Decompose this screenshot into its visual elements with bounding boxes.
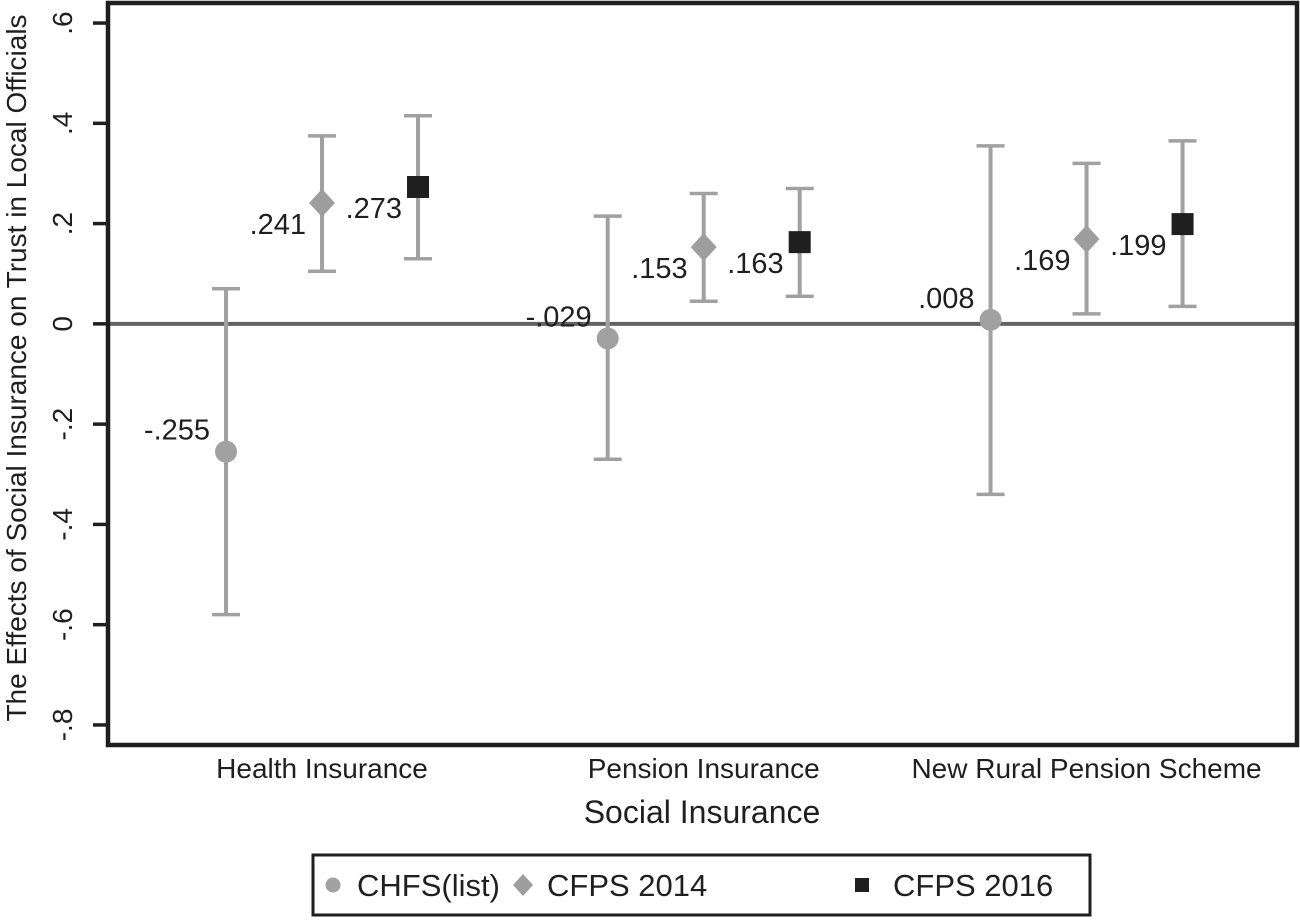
legend-label-chfs: CHFS(list) <box>357 868 500 903</box>
point-value-label: .153 <box>631 253 687 285</box>
y-tick-label: 0 <box>47 316 78 332</box>
x-category-label: New Rural Pension Scheme <box>911 753 1261 784</box>
point-marker-diamond <box>690 233 717 262</box>
point-value-label: -.255 <box>144 415 210 447</box>
y-tick-label: -.4 <box>47 508 78 541</box>
y-tick-label: -.6 <box>47 608 78 641</box>
x-category-label: Pension Insurance <box>588 753 820 784</box>
point-value-label: .169 <box>1014 245 1070 277</box>
point-marker-square <box>407 175 430 198</box>
point-marker-square <box>788 231 811 254</box>
legend-label-cfps2014: CFPS 2014 <box>547 868 707 903</box>
point-marker-circle <box>979 308 1002 331</box>
legend: CHFS(list) CFPS 2014 CFPS 2016 <box>311 853 1092 917</box>
point-marker-diamond <box>309 189 336 218</box>
point-value-label: .273 <box>346 193 402 225</box>
legend-square-marker-icon <box>855 878 869 892</box>
x-axis-title: Social Insurance <box>584 794 821 830</box>
plot-frame <box>105 0 1300 748</box>
y-tick-label: -.8 <box>47 709 78 742</box>
point-marker-circle <box>215 440 238 463</box>
y-tick-label: .4 <box>47 112 78 135</box>
legend-frame <box>311 853 1092 917</box>
point-marker-diamond <box>1073 225 1100 254</box>
legend-diamond-marker-icon <box>513 874 533 896</box>
y-tick-label: .6 <box>47 11 78 34</box>
point-value-label: .199 <box>1110 230 1166 262</box>
point-value-label: .163 <box>727 248 783 280</box>
point-value-label: -.029 <box>526 301 592 333</box>
y-tick-label: -.2 <box>47 408 78 441</box>
plot-marks-layer: .6 .4 .2 0 -.2 -.4 -.6 -.8 Health Insurance Pensi… <box>47 11 1297 784</box>
y-tick-label: .2 <box>47 212 78 235</box>
x-category-label: Health Insurance <box>216 753 428 784</box>
point-value-label: .008 <box>918 283 974 315</box>
point-value-label: .241 <box>250 209 306 241</box>
legend-label-cfps2016: CFPS 2016 <box>893 868 1053 903</box>
point-marker-circle <box>596 327 619 350</box>
y-axis-title: The Effects of Social Insurance on Trust… <box>1 14 32 721</box>
legend-circle-marker-icon <box>325 877 341 893</box>
point-marker-square <box>1171 213 1194 236</box>
